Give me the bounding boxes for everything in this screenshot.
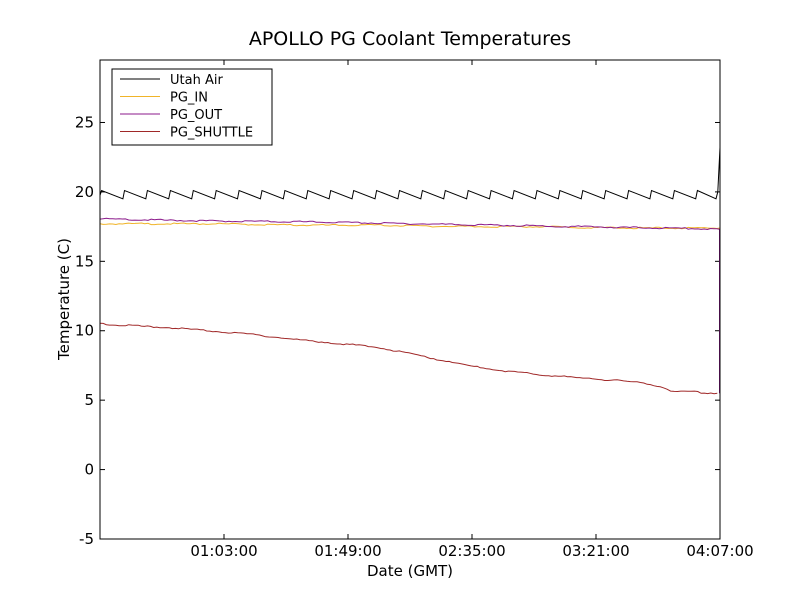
- axis-ticks: -5 0 5 10 15 20 25 01:03:00 01:49:00 02:35:00 03:2…: [75, 60, 754, 560]
- legend-label: PG_SHUTTLE: [170, 126, 253, 141]
- series-line-pg-shuttle: [99, 322, 718, 395]
- plot-frame: [99, 59, 721, 540]
- y-tick-label: 10: [75, 322, 94, 340]
- x-tick-label: 04:07:00: [686, 542, 753, 560]
- legend-box: [111, 68, 273, 146]
- y-tick-label: 5: [84, 391, 94, 409]
- y-tick-label: 0: [84, 461, 94, 479]
- y-tick-label: -5: [79, 530, 94, 548]
- legend-label: PG_IN: [170, 91, 208, 106]
- y-tick-label: 15: [75, 252, 94, 270]
- legend: Utah Air PG_IN PG_OUT PG_SHUTTLE: [111, 68, 273, 146]
- series-lines: [99, 147, 721, 395]
- chart-title: APOLLO PG Coolant Temperatures: [249, 28, 571, 50]
- series-line-utah-air: [99, 147, 721, 200]
- x-tick-label: 01:03:00: [190, 542, 257, 560]
- legend-label: Utah Air: [170, 73, 223, 88]
- x-tick-label: 02:35:00: [438, 542, 505, 560]
- x-tick-label: 01:49:00: [314, 542, 381, 560]
- y-axis-label: Temperature (C): [55, 238, 73, 361]
- y-tick-label: 25: [75, 113, 94, 131]
- legend-label: PG_OUT: [170, 108, 222, 123]
- y-tick-label: 20: [75, 183, 94, 201]
- x-axis-label: Date (GMT): [367, 562, 453, 580]
- series-line-pg-out: [99, 217, 721, 231]
- x-tick-label: 03:21:00: [562, 542, 629, 560]
